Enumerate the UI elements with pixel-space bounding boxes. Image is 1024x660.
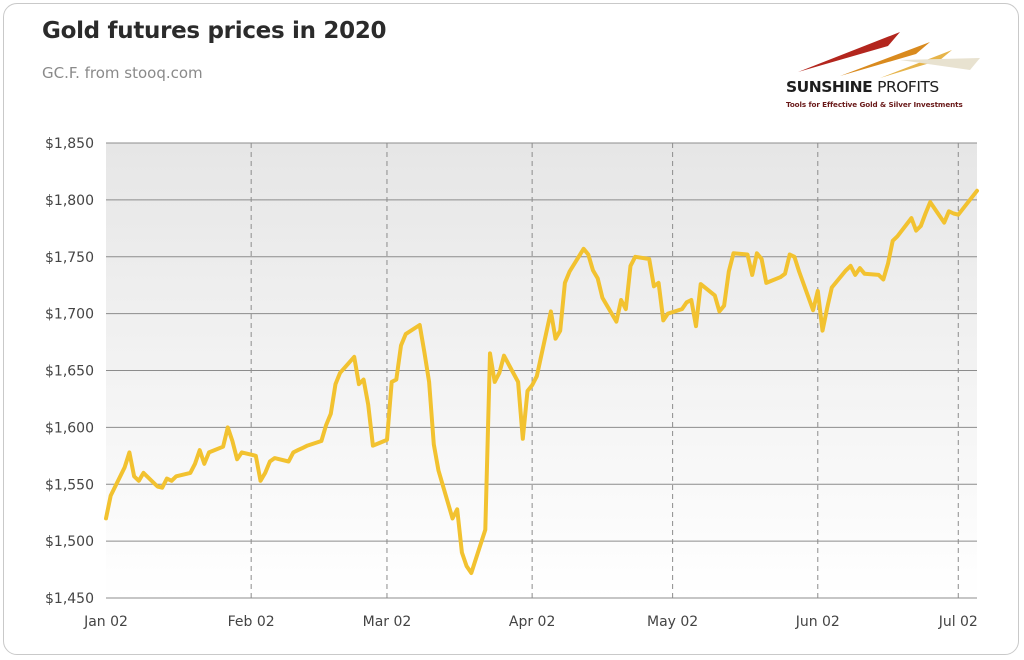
logo-brand-bold: SUNSHINE	[786, 78, 873, 96]
y-tick-label: $1,500	[45, 534, 94, 550]
chart-subtitle: GC.F. from stooq.com	[42, 64, 203, 82]
x-tick-label: Jun 02	[795, 614, 840, 630]
y-tick-label: $1,600	[45, 420, 94, 436]
y-tick-label: $1,650	[45, 364, 94, 380]
y-tick-label: $1,850	[45, 136, 94, 152]
x-tick-label: Mar 02	[363, 614, 412, 630]
gold-price-line	[104, 188, 979, 575]
y-tick-label: $1,800	[45, 193, 94, 209]
y-tick-label: $1,550	[45, 477, 94, 493]
logo-swoosh-icon	[798, 32, 980, 78]
y-tick-label: $1,750	[45, 250, 94, 266]
x-tick-label: May 02	[647, 614, 698, 630]
x-tick-label: Jul 02	[938, 614, 978, 630]
x-gridlines	[250, 143, 959, 598]
sunshine-profits-logo: SUNSHINE PROFITS Tools for Effective Gol…	[780, 20, 990, 120]
x-tick-label: Feb 02	[228, 614, 275, 630]
logo-brand: SUNSHINE PROFITS	[786, 78, 939, 96]
logo-brand-light: PROFITS	[877, 78, 939, 96]
series-layer	[104, 188, 979, 575]
y-tick-label: $1,700	[45, 307, 94, 323]
x-tick-label: Jan 02	[83, 614, 128, 630]
x-tick-label: Apr 02	[509, 614, 555, 630]
logo-tagline: Tools for Effective Gold & Silver Invest…	[786, 100, 963, 109]
y-tick-label: $1,450	[45, 591, 94, 607]
chart-title: Gold futures prices in 2020	[42, 18, 387, 44]
y-axis-ticks: $1,450 $1,500 $1,550 $1,600 $1,650 $1,700 $1,7…	[45, 136, 94, 607]
x-axis-ticks: Jan 02 Feb 02 Mar 02 Apr 02 May 02 Jun 02 Jul …	[83, 614, 978, 630]
